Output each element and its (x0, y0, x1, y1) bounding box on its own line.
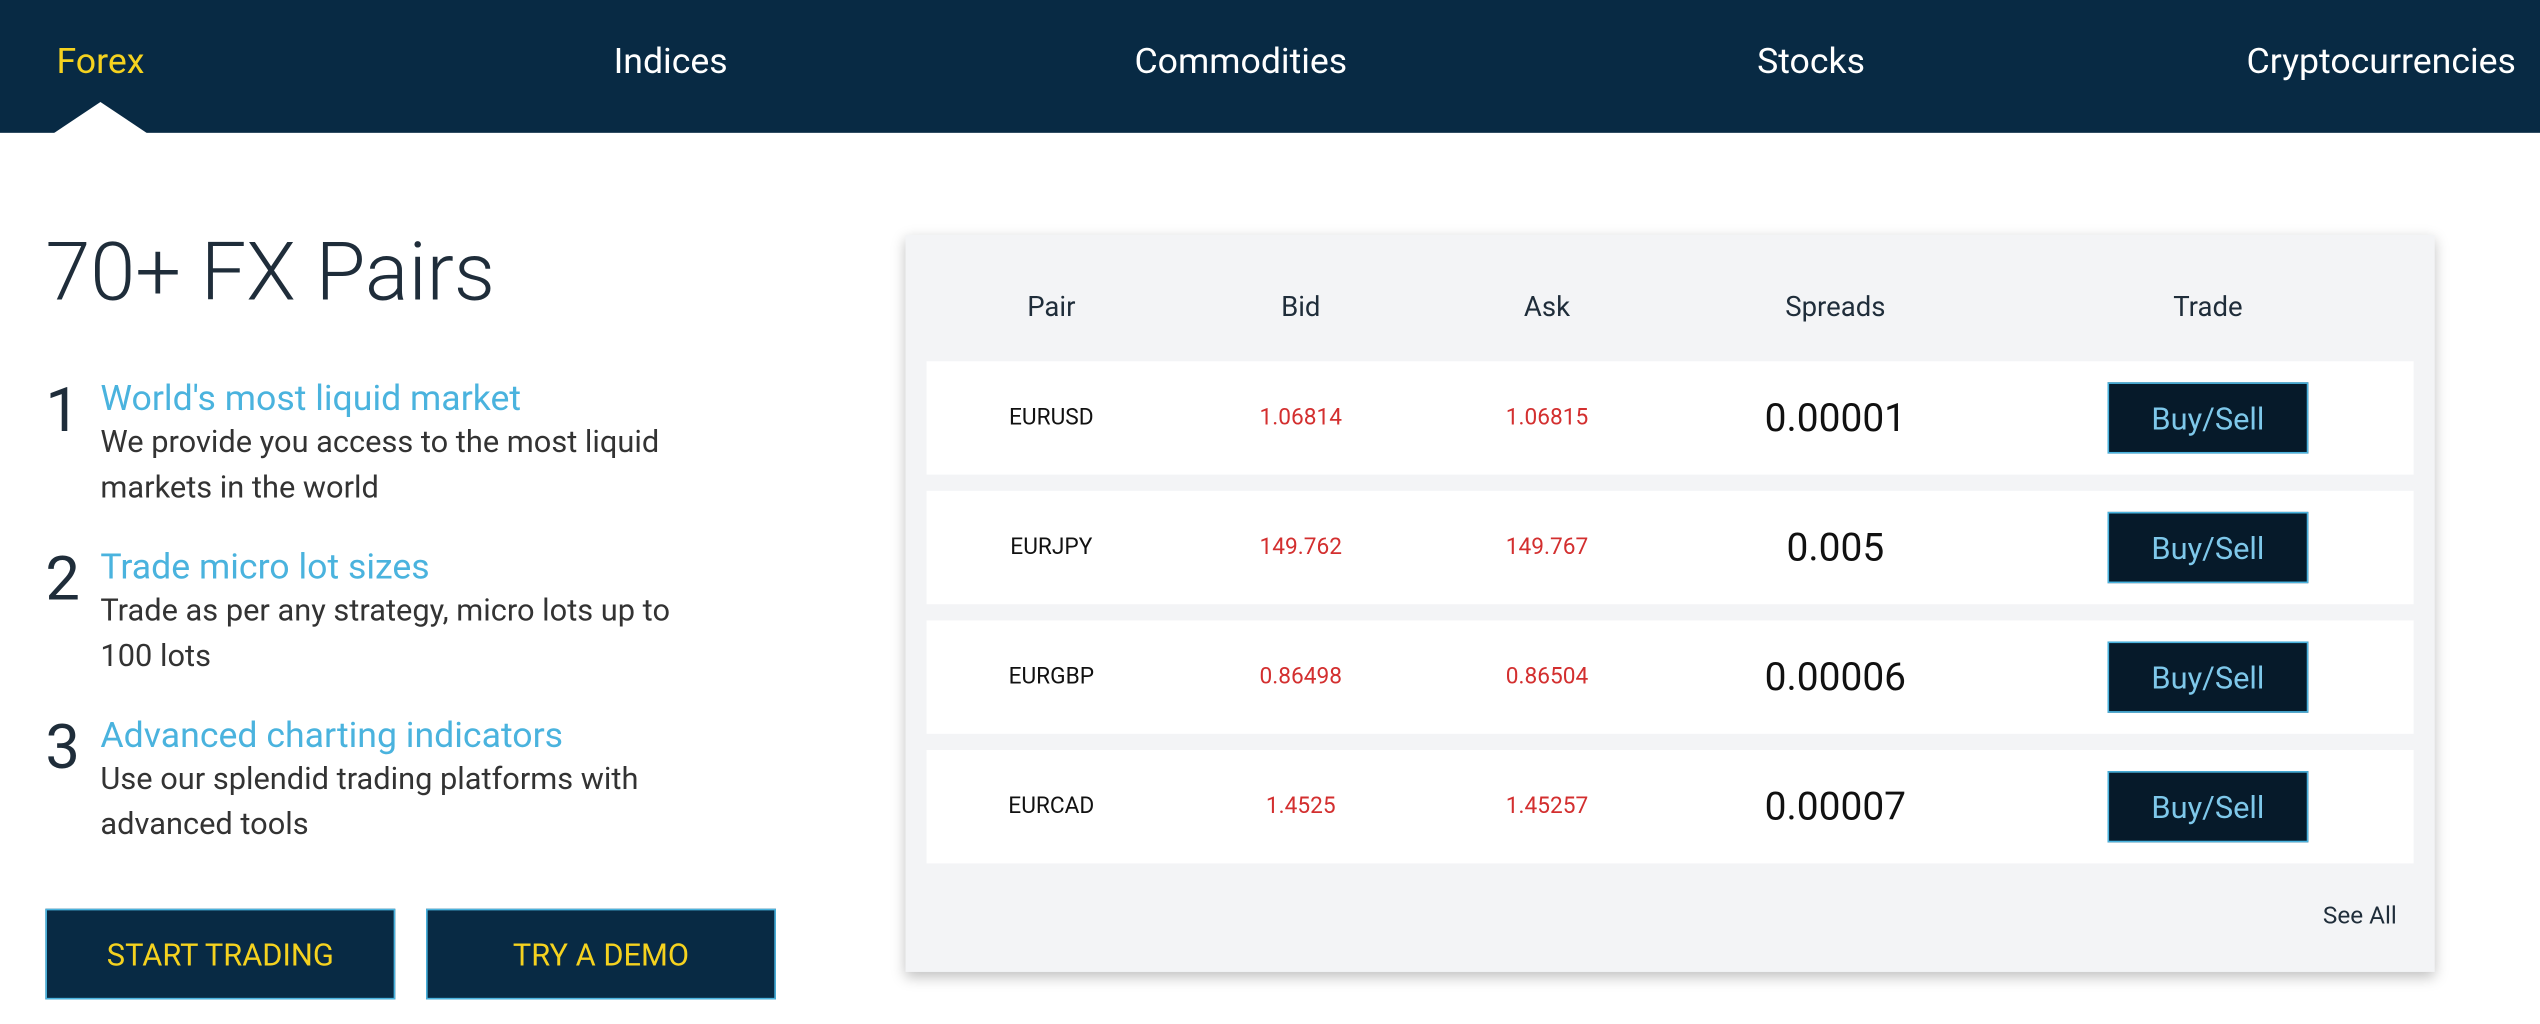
trade-button[interactable]: Buy/Sell (2107, 771, 2309, 843)
feature-description: Use our splendid trading platforms with … (100, 759, 639, 843)
bid-cell: 1.4525 (1265, 793, 1336, 820)
feature-number: 2 (45, 544, 80, 616)
trade-button[interactable]: Buy/Sell (2107, 511, 2309, 584)
ask-cell: 1.45257 (1505, 793, 1589, 820)
ask-cell: 149.767 (1505, 534, 1589, 561)
feature-heading: World's most liquid market (100, 379, 522, 420)
column-header: Spreads (1785, 291, 1886, 324)
column-header: Ask (1523, 291, 1571, 324)
spread-cell: 0.00007 (1764, 784, 1907, 830)
ask-cell: 1.06815 (1505, 404, 1589, 431)
spread-cell: 0.005 (1786, 524, 1885, 571)
pair-cell: EURGBP (1008, 664, 1095, 691)
feature-number: 1 (45, 375, 80, 448)
nav-tab[interactable]: Indices (613, 42, 728, 83)
feature-number: 3 (45, 712, 80, 785)
column-header: Trade (2173, 291, 2243, 324)
pair-cell: EURCAD (1008, 793, 1095, 820)
cta-button[interactable]: START TRADING (45, 908, 396, 1000)
spread-cell: 0.00001 (1764, 395, 1907, 441)
spread-cell: 0.00006 (1764, 654, 1907, 700)
trade-button[interactable]: Buy/Sell (2107, 641, 2309, 713)
nav-bar (0, 0, 2540, 133)
pair-cell: EURUSD (1008, 404, 1094, 431)
nav-tab[interactable]: Commodities (1134, 42, 1348, 83)
hero-title: 70+ FX Pairs (45, 226, 496, 321)
column-header: Bid (1281, 291, 1321, 324)
bid-cell: 0.86498 (1259, 664, 1343, 691)
nav-tab[interactable]: Cryptocurrencies (2246, 42, 2516, 83)
nav-tab[interactable]: Stocks (1757, 42, 1866, 83)
see-all-link[interactable]: See All (2322, 900, 2397, 930)
cta-button[interactable]: TRY A DEMO (426, 908, 776, 1000)
feature-heading: Advanced charting indicators (100, 715, 564, 757)
feature-heading: Trade micro lot sizes (100, 547, 430, 589)
bid-cell: 149.762 (1259, 534, 1343, 561)
feature-description: Trade as per any strategy, micro lots up… (100, 591, 671, 674)
trade-button[interactable]: Buy/Sell (2107, 382, 2309, 454)
column-header: Pair (1027, 291, 1076, 324)
ask-cell: 0.86504 (1505, 664, 1589, 691)
pair-cell: EURJPY (1010, 534, 1093, 561)
nav-tab[interactable]: Forex (56, 42, 145, 83)
bid-cell: 1.06814 (1259, 404, 1343, 431)
feature-description: We provide you access to the most liquid… (100, 422, 660, 506)
active-tab-indicator (51, 102, 150, 135)
